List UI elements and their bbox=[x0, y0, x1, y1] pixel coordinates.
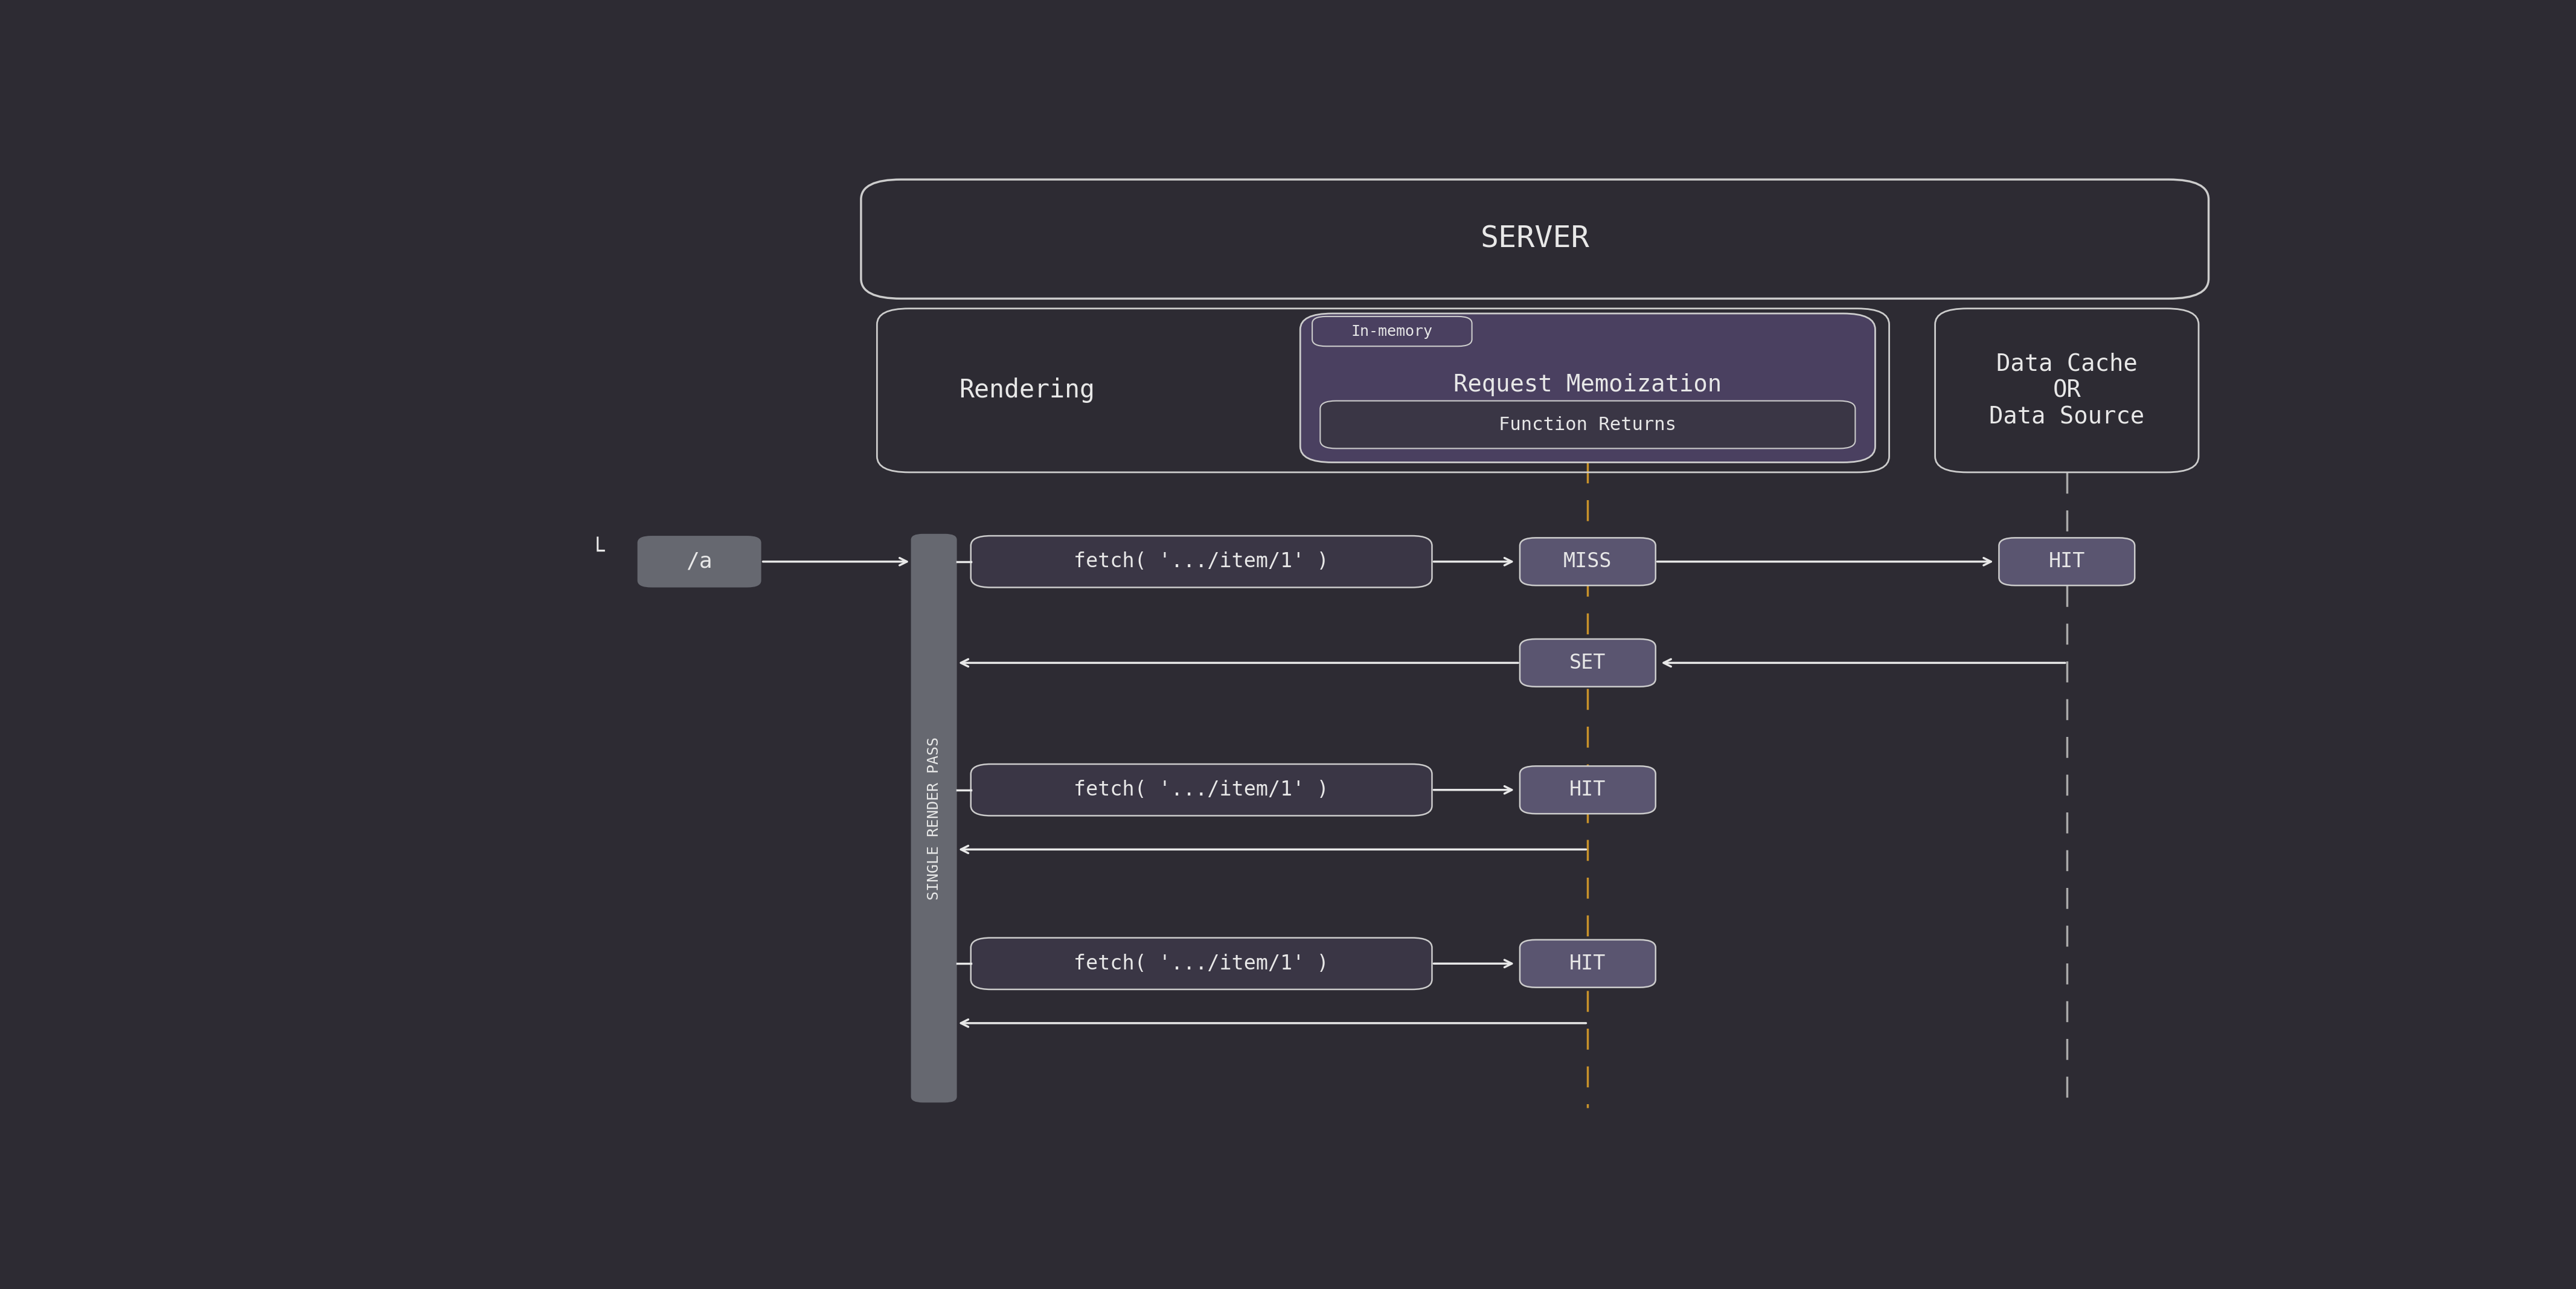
Text: SERVER: SERVER bbox=[1481, 224, 1589, 254]
Text: SINGLE RENDER PASS: SINGLE RENDER PASS bbox=[927, 736, 940, 900]
Text: Request Memoization: Request Memoization bbox=[1453, 374, 1721, 397]
Text: Rendering: Rendering bbox=[958, 378, 1095, 403]
Text: fetch( '.../item/1' ): fetch( '.../item/1' ) bbox=[1074, 552, 1329, 571]
Text: fetch( '.../item/1' ): fetch( '.../item/1' ) bbox=[1074, 954, 1329, 973]
FancyBboxPatch shape bbox=[912, 534, 956, 1102]
FancyBboxPatch shape bbox=[971, 536, 1432, 588]
Text: MISS: MISS bbox=[1564, 552, 1613, 571]
Text: Function Returns: Function Returns bbox=[1499, 416, 1677, 433]
FancyBboxPatch shape bbox=[1520, 940, 1656, 987]
FancyBboxPatch shape bbox=[1520, 766, 1656, 813]
FancyBboxPatch shape bbox=[1999, 538, 2136, 585]
Text: In-memory: In-memory bbox=[1352, 324, 1432, 339]
Text: └: └ bbox=[590, 540, 605, 563]
FancyBboxPatch shape bbox=[1319, 401, 1855, 449]
FancyBboxPatch shape bbox=[1520, 639, 1656, 687]
Text: HIT: HIT bbox=[2048, 552, 2084, 571]
Text: HIT: HIT bbox=[1569, 954, 1605, 973]
Text: HIT: HIT bbox=[1569, 780, 1605, 800]
FancyBboxPatch shape bbox=[1301, 313, 1875, 463]
FancyBboxPatch shape bbox=[636, 536, 762, 588]
Text: /a: /a bbox=[685, 552, 714, 572]
Text: fetch( '.../item/1' ): fetch( '.../item/1' ) bbox=[1074, 780, 1329, 800]
FancyBboxPatch shape bbox=[1520, 538, 1656, 585]
Text: SET: SET bbox=[1569, 654, 1605, 673]
FancyBboxPatch shape bbox=[971, 764, 1432, 816]
FancyBboxPatch shape bbox=[971, 938, 1432, 990]
FancyBboxPatch shape bbox=[1311, 317, 1471, 347]
Text: Data Cache
OR
Data Source: Data Cache OR Data Source bbox=[1989, 352, 2143, 428]
